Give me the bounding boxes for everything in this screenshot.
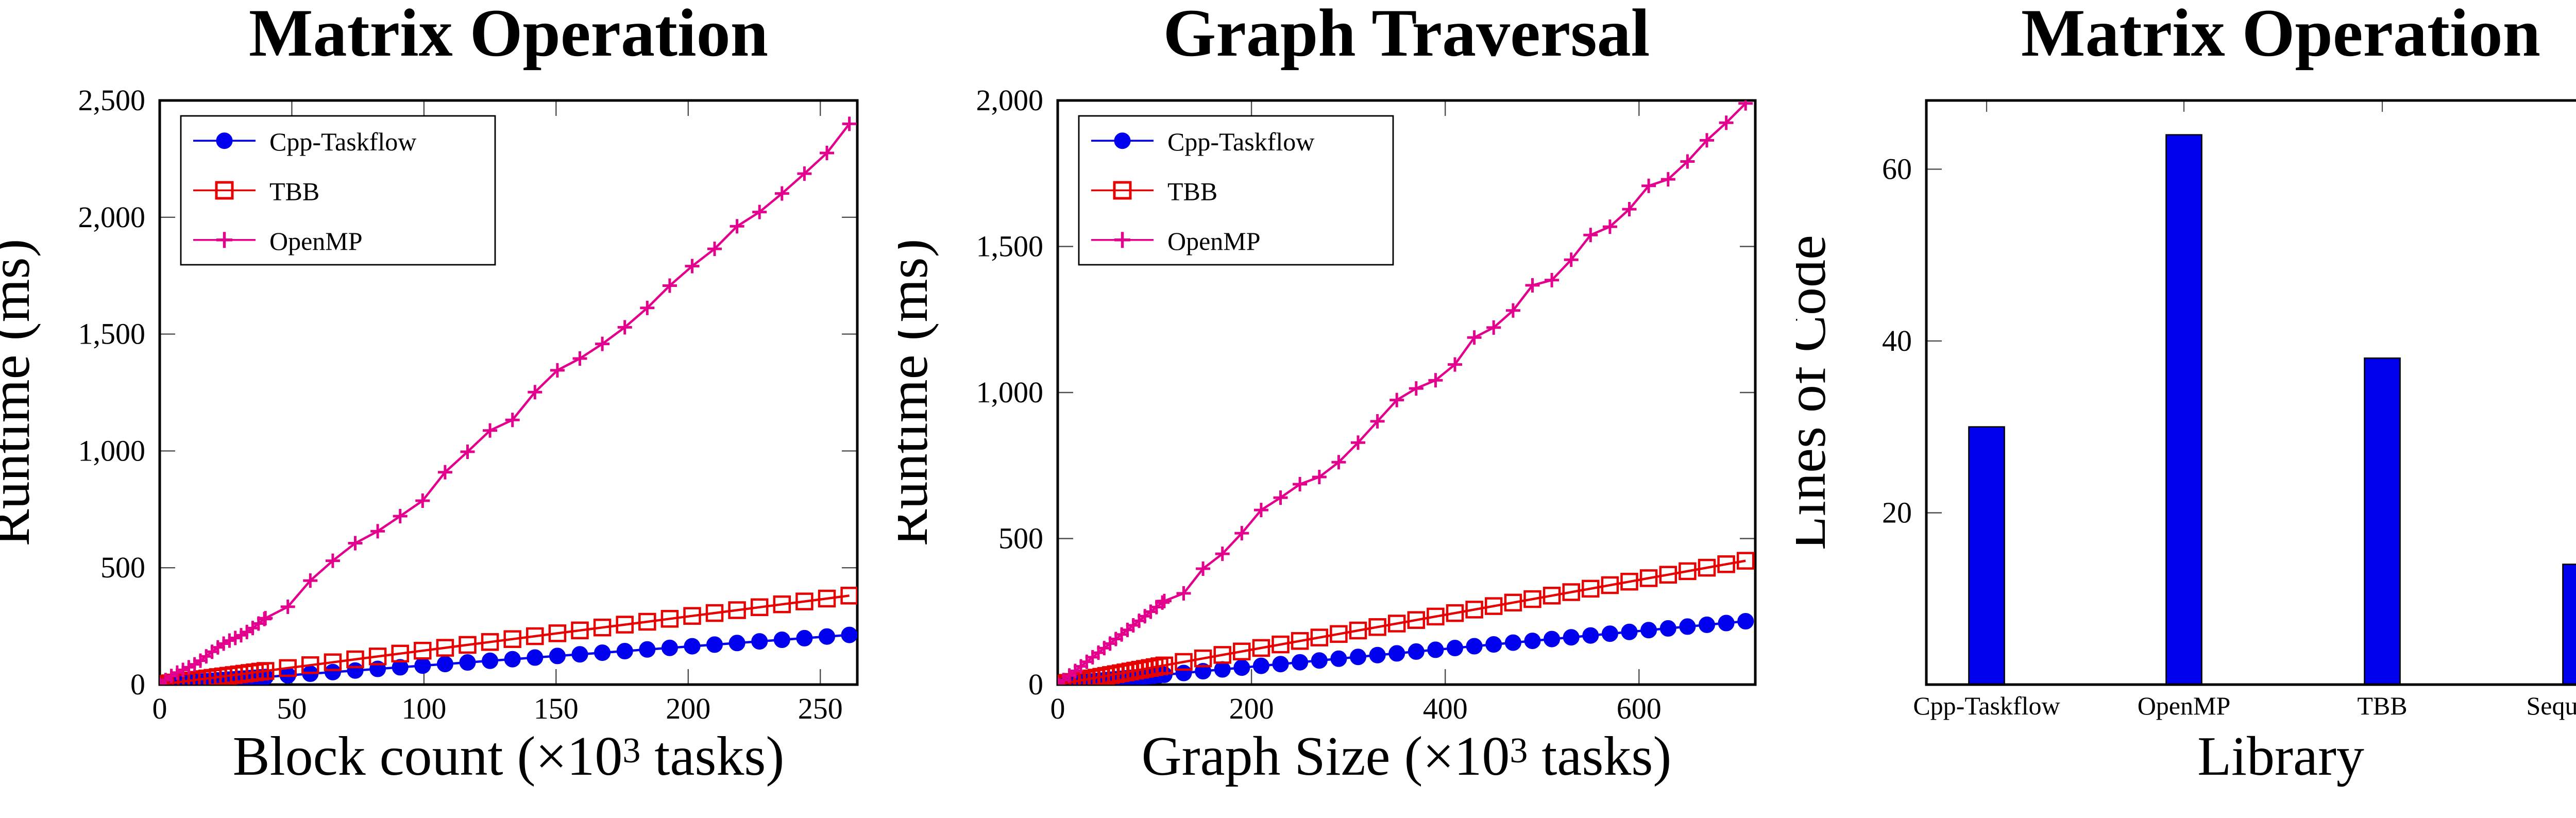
- svg-text:200: 200: [666, 692, 710, 725]
- svg-text:500: 500: [100, 551, 145, 584]
- svg-text:2,000: 2,000: [976, 83, 1044, 117]
- svg-text:Library: Library: [2197, 726, 2364, 787]
- svg-text:Cpp-Taskflow: Cpp-Taskflow: [1167, 127, 1314, 156]
- svg-text:TBB: TBB: [2357, 691, 2407, 720]
- svg-text:Matrix Operation: Matrix Operation: [2021, 0, 2540, 71]
- svg-text:TBB: TBB: [269, 177, 319, 206]
- svg-text:OpenMP: OpenMP: [269, 227, 363, 255]
- svg-text:600: 600: [1617, 692, 1662, 725]
- svg-text:OpenMP: OpenMP: [2138, 691, 2231, 720]
- svg-text:200: 200: [1229, 692, 1274, 725]
- svg-text:Graph Size (×103 tasks): Graph Size (×103 tasks): [1142, 726, 1672, 787]
- svg-text:150: 150: [534, 692, 579, 725]
- svg-text:250: 250: [798, 692, 843, 725]
- svg-text:1,500: 1,500: [976, 230, 1044, 263]
- svg-text:40: 40: [1882, 324, 1912, 357]
- svg-text:0: 0: [152, 692, 167, 725]
- svg-text:Matrix Operation: Matrix Operation: [249, 0, 768, 71]
- svg-text:Lines of Code: Lines of Code: [1796, 235, 1837, 550]
- svg-text:Runtime (ms): Runtime (ms): [898, 239, 939, 547]
- svg-text:1,000: 1,000: [78, 434, 146, 467]
- svg-text:2,000: 2,000: [78, 200, 146, 234]
- svg-text:Runtime (ms): Runtime (ms): [0, 239, 41, 547]
- svg-text:60: 60: [1882, 152, 1912, 185]
- svg-text:1,500: 1,500: [78, 317, 146, 351]
- svg-text:TBB: TBB: [1167, 177, 1217, 206]
- svg-text:OpenMP: OpenMP: [1167, 227, 1261, 255]
- svg-text:400: 400: [1423, 692, 1468, 725]
- svg-text:Cpp-Taskflow: Cpp-Taskflow: [1913, 691, 2060, 720]
- svg-text:Block count (×103 tasks): Block count (×103 tasks): [233, 726, 785, 787]
- svg-text:Graph Traversal: Graph Traversal: [1163, 0, 1650, 71]
- svg-text:100: 100: [401, 692, 446, 725]
- svg-text:Sequential: Sequential: [2526, 691, 2576, 720]
- svg-text:Cpp-Taskflow: Cpp-Taskflow: [269, 127, 416, 156]
- svg-text:20: 20: [1882, 496, 1912, 530]
- svg-text:500: 500: [998, 522, 1043, 555]
- svg-text:0: 0: [1028, 668, 1043, 701]
- svg-text:0: 0: [130, 668, 145, 701]
- svg-text:0: 0: [1050, 692, 1065, 725]
- svg-text:1,000: 1,000: [976, 376, 1044, 409]
- svg-text:50: 50: [277, 692, 307, 725]
- svg-text:2,500: 2,500: [78, 83, 146, 117]
